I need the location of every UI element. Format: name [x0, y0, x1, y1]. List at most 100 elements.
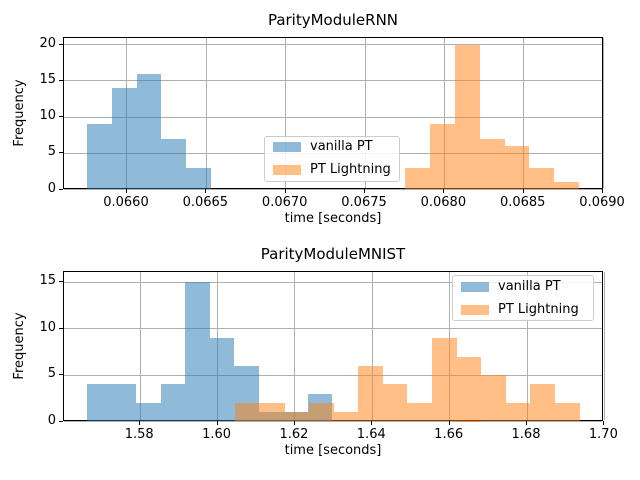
x-tick-mark	[293, 420, 295, 425]
x-tick-label: 1.70	[588, 426, 618, 442]
y-axis-label: Frequency	[12, 312, 27, 380]
y-tick-mark	[59, 188, 63, 190]
legend-label: PT Lightning	[498, 301, 579, 317]
histogram-bar	[382, 384, 408, 422]
legend: vanilla PT PT Lightning	[452, 275, 594, 321]
legend-label: vanilla PT	[310, 139, 373, 154]
y-tick-label: 0	[47, 180, 56, 196]
x-tick-label: 1.60	[202, 426, 232, 442]
y-tick-mark	[59, 281, 63, 283]
y-gridline	[64, 80, 602, 82]
x-tick-mark	[125, 188, 127, 193]
histogram-bar	[529, 167, 555, 190]
histogram-bar	[136, 73, 162, 190]
histogram-bar	[160, 384, 186, 422]
legend-label: vanilla PT	[498, 278, 561, 294]
y-tick-label: 20	[39, 35, 56, 51]
plot-area	[63, 271, 605, 422]
histogram-bar	[309, 402, 334, 422]
legend-item-vanilla-pt: vanilla PT	[461, 279, 585, 295]
x-tick-mark	[522, 188, 524, 193]
x-tick-label: 0.0690	[579, 194, 625, 210]
y-tick-mark	[59, 43, 63, 45]
x-gridline	[364, 37, 366, 188]
x-tick-label: 0.0660	[103, 194, 149, 210]
legend: vanilla PT PT Lightning	[264, 135, 400, 182]
histogram-bar	[405, 167, 431, 190]
y-tick-label: 0	[47, 412, 56, 428]
x-tick-label: 1.66	[434, 426, 464, 442]
x-tick-label: 0.0670	[261, 194, 308, 210]
pt-lightning-swatch-icon	[273, 165, 301, 175]
y-tick-mark	[59, 79, 63, 81]
plot-area	[63, 36, 604, 190]
legend-item-vanilla-pt: vanilla PT	[273, 139, 391, 155]
y-tick-label: 15	[39, 71, 56, 87]
x-gridline	[603, 272, 605, 420]
histogram-bar	[284, 412, 310, 422]
histogram-bar	[87, 124, 113, 190]
legend-item-pt-lightning: PT Lightning	[461, 302, 585, 318]
x-gridline	[371, 272, 373, 420]
histogram-bar	[456, 356, 482, 422]
x-tick-mark	[526, 420, 528, 425]
histogram-bar	[430, 124, 456, 190]
x-tick-label: 0.0675	[341, 194, 387, 210]
x-tick-label: 1.62	[279, 426, 309, 442]
histogram-bar	[112, 88, 137, 190]
x-gridline	[523, 37, 525, 188]
y-tick-mark	[59, 116, 63, 118]
x-tick-label: 1.68	[511, 426, 541, 442]
histogram-bar	[111, 384, 137, 422]
y-tick-label: 10	[39, 319, 56, 335]
y-tick-mark	[59, 327, 63, 329]
vanilla-pt-swatch-icon	[273, 142, 301, 152]
histogram-bar	[136, 402, 161, 422]
y-tick-label: 5	[47, 144, 56, 160]
x-tick-mark	[364, 188, 366, 193]
x-tick-mark	[603, 420, 605, 425]
histogram-bar	[333, 412, 359, 422]
y-gridline	[64, 374, 602, 376]
histogram-bar	[481, 375, 506, 422]
y-tick-mark	[59, 374, 63, 376]
x-tick-label: 0.0685	[499, 194, 546, 210]
y-gridline	[64, 116, 602, 118]
x-tick-mark	[448, 420, 450, 425]
x-tick-label: 0.0680	[420, 194, 467, 210]
x-tick-mark	[443, 188, 445, 193]
x-tick-mark	[602, 188, 604, 193]
x-gridline	[205, 37, 207, 188]
y-gridline	[64, 281, 602, 283]
histogram-bar	[161, 138, 187, 190]
histogram-bar	[530, 384, 556, 422]
y-tick-label: 10	[39, 108, 56, 124]
x-gridline	[602, 37, 604, 188]
y-tick-mark	[59, 152, 63, 154]
y-gridline	[64, 189, 602, 190]
y-gridline	[64, 328, 602, 330]
y-tick-label: 15	[39, 273, 56, 289]
x-gridline	[443, 37, 445, 188]
histogram-bar	[259, 402, 285, 422]
x-gridline	[526, 272, 528, 420]
pt-lightning-swatch-icon	[461, 304, 489, 315]
histogram-bar	[479, 138, 505, 190]
y-gridline	[64, 44, 602, 46]
x-gridline	[285, 37, 287, 188]
histogram-bar	[505, 402, 531, 422]
histogram-bar	[235, 402, 260, 422]
x-axis-label: time [seconds]	[284, 442, 382, 458]
x-tick-mark	[139, 420, 141, 425]
plot-title: ParityModuleMNIST	[260, 245, 406, 263]
vanilla-pt-swatch-icon	[461, 281, 489, 292]
x-tick-mark	[284, 188, 286, 193]
x-gridline	[294, 272, 296, 420]
x-tick-label: 1.64	[356, 426, 386, 442]
x-tick-mark	[205, 188, 207, 193]
y-tick-mark	[59, 420, 63, 422]
x-tick-mark	[216, 420, 218, 425]
x-tick-label: 0.0665	[182, 194, 229, 210]
